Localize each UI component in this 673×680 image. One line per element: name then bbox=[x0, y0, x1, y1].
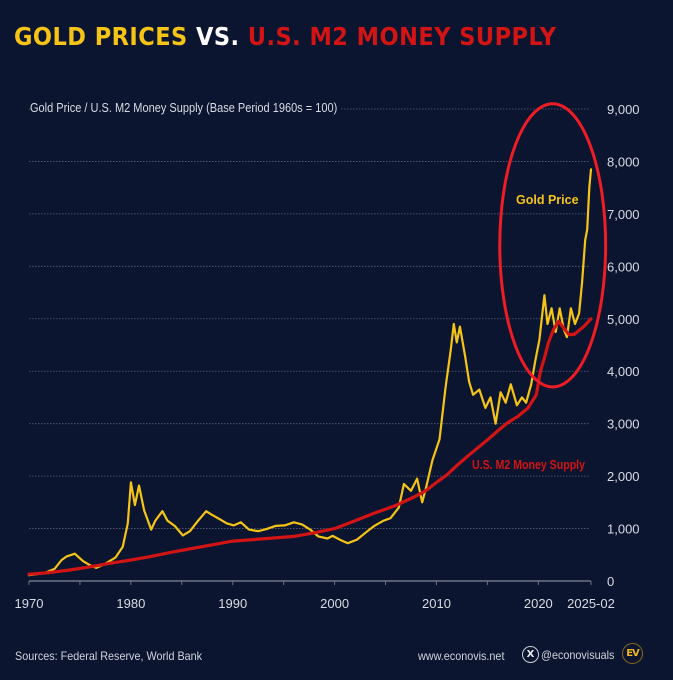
y-tick-label: 9,000 bbox=[607, 102, 640, 117]
x-tick-label: 2010 bbox=[422, 596, 451, 611]
chart-title: GOLD PRICES VS. U.S. M2 MONEY SUPPLY bbox=[14, 22, 557, 51]
title-gold: GOLD PRICES bbox=[14, 22, 188, 51]
y-tick-label: 7,000 bbox=[607, 207, 640, 222]
x-twitter-icon: X bbox=[522, 646, 539, 663]
social-handle[interactable]: @econovisuals bbox=[541, 648, 615, 662]
sources-note: Sources: Federal Reserve, World Bank bbox=[15, 649, 203, 663]
y-axis-ticks: 0 1,000 2,000 3,000 4,000 5,000 6,000 7,000 8,00… bbox=[607, 102, 640, 589]
x-tick-label: 1970 bbox=[15, 596, 44, 611]
y-tick-label: 4,000 bbox=[607, 364, 640, 379]
x-tick-label: 2025-02 bbox=[567, 596, 615, 611]
m2-money-supply-line bbox=[27, 317, 593, 576]
y-tick-label: 1,000 bbox=[607, 522, 640, 537]
y-tick-label: 8,000 bbox=[607, 154, 640, 169]
m2-money-supply-label: U.S. M2 Money Supply bbox=[472, 458, 585, 472]
x-tick-label: 1980 bbox=[116, 596, 145, 611]
website-link[interactable]: www.econovis.net bbox=[418, 649, 505, 663]
title-m2: U.S. M2 MONEY SUPPLY bbox=[247, 22, 557, 51]
gold-price-line bbox=[27, 168, 593, 577]
x-tick-label: 2020 bbox=[524, 596, 553, 611]
annotations: Gold Price U.S. M2 Money Supply bbox=[472, 102, 608, 472]
y-tick-label: 2,000 bbox=[607, 469, 640, 484]
y-tick-label: 6,000 bbox=[607, 259, 640, 274]
title-vs: VS. bbox=[195, 22, 240, 51]
y-tick-label: 0 bbox=[607, 574, 614, 589]
highlight-ellipse bbox=[498, 102, 608, 389]
x-axis: 1970 1980 1990 2000 2010 2020 2025-02 bbox=[15, 580, 615, 611]
x-tick-label: 1990 bbox=[218, 596, 247, 611]
econovis-logo: EV bbox=[622, 643, 643, 664]
gold-price-label: Gold Price bbox=[516, 193, 579, 207]
y-tick-label: 3,000 bbox=[607, 417, 640, 432]
y-tick-label: 5,000 bbox=[607, 312, 640, 327]
series-lines bbox=[27, 168, 593, 577]
x-tick-label: 2000 bbox=[320, 596, 349, 611]
chart-subtitle: Gold Price / U.S. M2 Money Supply (Base … bbox=[30, 101, 341, 115]
